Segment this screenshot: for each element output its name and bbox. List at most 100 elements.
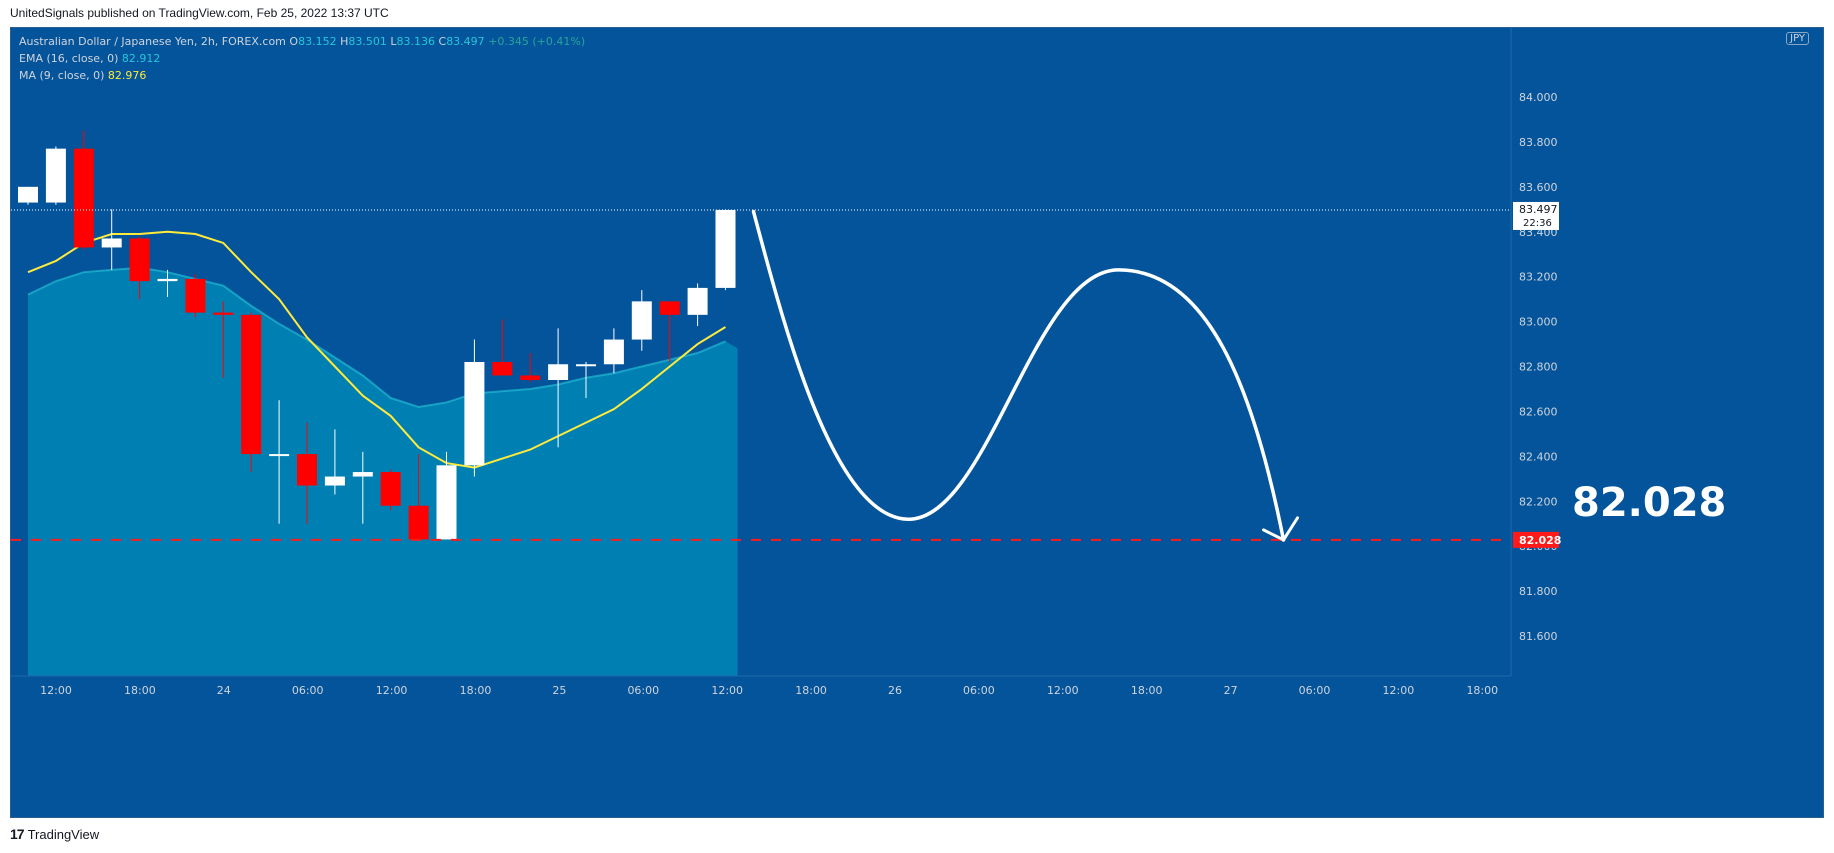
time-tick-label: 25 <box>552 684 566 697</box>
candle-body <box>631 301 652 340</box>
candle <box>73 130 94 250</box>
candle-body <box>185 278 206 313</box>
price-tick-label: 83.000 <box>1519 316 1558 329</box>
ema-area <box>28 267 738 676</box>
ma-line <box>27 230 727 469</box>
price-tick-label: 82.200 <box>1519 495 1558 508</box>
legend-ma-label: MA (9, close, 0) <box>19 69 105 82</box>
currency-badge[interactable]: JPY <box>1786 32 1809 45</box>
chart-area[interactable]: 81.60081.80082.00082.20082.40082.60082.8… <box>10 27 1824 818</box>
time-tick-label: 18:00 <box>1466 684 1498 697</box>
candle <box>603 328 624 374</box>
candle <box>45 146 66 205</box>
candle-body <box>576 364 596 367</box>
last-price-value: 83.497 <box>1519 203 1558 216</box>
legend-symbol-row: Australian Dollar / Japanese Yen, 2h, FO… <box>19 33 585 50</box>
legend-low-label: L <box>390 35 397 48</box>
time-tick-label: 12:00 <box>711 684 743 697</box>
candle-body <box>269 454 290 457</box>
candle-body <box>73 148 94 248</box>
legend-open-label: O <box>289 35 299 48</box>
footer-brand: TradingView <box>27 826 100 842</box>
candle-body <box>352 472 373 477</box>
price-tick-label: 82.600 <box>1519 405 1558 418</box>
candle-body <box>548 364 569 380</box>
price-tick-label: 83.800 <box>1519 136 1558 149</box>
candle <box>269 400 290 524</box>
time-tick-label: 12:00 <box>376 684 408 697</box>
legend-close: 83.497 <box>446 35 485 48</box>
candle <box>687 283 708 327</box>
time-tick-label: 06:00 <box>627 684 659 697</box>
legend-close-label: C <box>438 35 447 48</box>
candle <box>631 290 652 351</box>
time-tick-label: 06:00 <box>963 684 995 697</box>
candle <box>436 451 457 540</box>
legend-symbol: Australian Dollar / Japanese Yen, 2h, FO… <box>19 35 286 48</box>
legend-low: 83.136 <box>396 35 436 48</box>
candle <box>185 274 206 318</box>
price-tick-label: 84.000 <box>1519 91 1558 104</box>
candle <box>548 328 569 448</box>
candle-body <box>241 314 262 455</box>
time-tick-label: 06:00 <box>1299 684 1331 697</box>
candle <box>18 186 38 205</box>
price-tick-label: 83.600 <box>1519 181 1558 194</box>
time-tick-label: 24 <box>217 684 231 697</box>
candle-body <box>45 148 66 203</box>
candle-body <box>520 375 541 380</box>
candle-body <box>408 505 429 540</box>
last-price-countdown: 22:36 <box>1523 218 1552 229</box>
candle <box>129 236 150 300</box>
candle-body <box>297 454 317 486</box>
legend-high: 83.501 <box>348 35 387 48</box>
candle-body <box>603 339 624 365</box>
time-tick-label: 06:00 <box>292 684 324 697</box>
candle <box>408 454 429 540</box>
candle <box>520 353 541 383</box>
price-chart[interactable]: 81.60081.80082.00082.20082.40082.60082.8… <box>11 28 1823 817</box>
candle <box>324 429 345 495</box>
time-tick-label: 26 <box>888 684 902 697</box>
target-badge-bg <box>1513 531 1559 548</box>
legend-ema-row[interactable]: EMA (16, close, 0) 82.912 <box>19 50 585 67</box>
candle <box>352 451 373 524</box>
candle-body <box>101 238 122 248</box>
time-tick-label: 12:00 <box>40 684 72 697</box>
candle-body <box>715 209 736 288</box>
time-tick-label: 18:00 <box>124 684 156 697</box>
legend-high-label: H <box>340 35 349 48</box>
projection-curve <box>751 209 1286 542</box>
chart-legend: Australian Dollar / Japanese Yen, 2h, FO… <box>19 33 585 84</box>
candle <box>101 209 122 270</box>
candle <box>380 469 401 511</box>
candle <box>297 422 317 524</box>
price-tick-label: 83.200 <box>1519 271 1558 284</box>
candle-body <box>213 312 234 315</box>
legend-open: 83.152 <box>298 35 337 48</box>
candle-body <box>464 362 485 466</box>
candle-body <box>380 472 401 506</box>
footer: 17 TradingView <box>10 826 99 842</box>
candle-body <box>18 186 38 203</box>
candle <box>576 362 596 398</box>
candle <box>157 269 178 297</box>
candle-body <box>129 238 150 282</box>
last-price-badge-bg <box>1513 201 1559 230</box>
price-tick-label: 82.800 <box>1519 361 1558 374</box>
target-badge-value: 82.028 <box>1519 534 1561 547</box>
candle <box>213 301 234 378</box>
candle-body <box>659 301 680 315</box>
time-tick-label: 27 <box>1224 684 1238 697</box>
candle-body <box>324 476 345 486</box>
legend-ma-row[interactable]: MA (9, close, 0) 82.976 <box>19 67 585 84</box>
time-tick-label: 12:00 <box>1047 684 1079 697</box>
legend-ema-label: EMA (16, close, 0) <box>19 52 119 65</box>
candle <box>659 301 680 363</box>
candle <box>464 339 485 477</box>
time-tick-label: 18:00 <box>1131 684 1163 697</box>
time-tick-label: 18:00 <box>795 684 827 697</box>
price-tick-label: 82.400 <box>1519 450 1558 463</box>
candle <box>715 209 736 291</box>
price-tick-label: 81.800 <box>1519 585 1558 598</box>
